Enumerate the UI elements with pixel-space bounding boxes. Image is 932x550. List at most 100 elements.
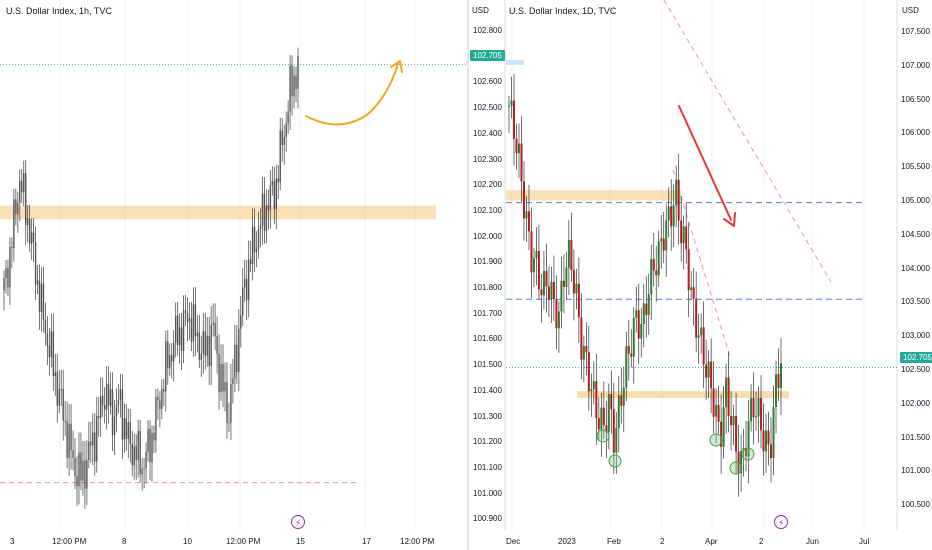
candle-body [56, 372, 58, 406]
candle-body [275, 178, 277, 210]
center-y-tick: 101.800 [473, 283, 502, 292]
candle-body [109, 389, 112, 406]
candle-body [101, 395, 104, 406]
candle-body [224, 382, 226, 392]
right-x-tick: 2 [759, 537, 764, 546]
candle-body [236, 344, 238, 373]
center-y-tick: 102.800 [473, 26, 502, 35]
right-y-tick: 103.500 [901, 297, 930, 307]
left-x-tick: 15 [296, 537, 305, 546]
candle-body [747, 421, 750, 457]
candle-body [165, 341, 167, 392]
candle-body [3, 277, 5, 291]
candle-body [230, 383, 232, 423]
candle-body [267, 205, 270, 211]
pivot-circle-marker [741, 447, 755, 461]
right-y-tick: 100.500 [901, 500, 930, 510]
candle-body [200, 353, 203, 360]
candle-body [700, 327, 703, 336]
candle-body [210, 325, 212, 367]
candle-body [695, 298, 698, 338]
center-y-tick: 101.500 [473, 360, 502, 370]
candle-body [52, 331, 55, 377]
candle-body [88, 441, 90, 460]
candle-body [255, 249, 258, 253]
left-chart-title: U.S. Dollar Index, 1h, TVC [6, 6, 112, 16]
candle-body [780, 363, 782, 388]
right-x-tick: Feb [607, 537, 621, 546]
candle-body [117, 399, 120, 405]
candle-body [133, 446, 135, 466]
candle-body [757, 397, 760, 417]
candle-body [642, 303, 645, 324]
candle-body [38, 280, 41, 312]
candle-body [167, 341, 169, 369]
candle-body [657, 241, 660, 276]
candle-body [735, 415, 738, 452]
candle-body [84, 460, 86, 489]
center-y-tick: 101.900 [473, 257, 502, 267]
left-chart-pane[interactable]: U.S. Dollar Index, 1h, TVC ⚡ 3 12:00 PM … [0, 0, 468, 550]
candle-body [50, 331, 53, 358]
candle-body [212, 322, 214, 326]
right-axis-unit: USD [902, 6, 919, 15]
lightning-bolt-icon[interactable]: ⚡ [291, 515, 305, 529]
lightning-bolt-icon[interactable]: ⚡ [774, 515, 788, 529]
candle-body [550, 281, 553, 299]
candle-body [722, 407, 725, 447]
resistance-zone [506, 190, 681, 201]
candle-body [672, 205, 675, 227]
candle-body [147, 428, 149, 452]
candle-body [178, 327, 181, 346]
candle-body [277, 178, 279, 183]
candle-body [121, 389, 124, 440]
candle-body [285, 123, 287, 138]
candle-body [145, 451, 147, 468]
candle-body [710, 361, 713, 389]
candle-body [206, 335, 208, 356]
candle-body [287, 111, 289, 124]
right-chart-canvas[interactable] [469, 0, 932, 550]
candle-body [17, 202, 19, 214]
candle-body [46, 333, 49, 346]
candle-body [259, 225, 262, 230]
candle-body [542, 270, 545, 296]
candle-body [293, 75, 295, 97]
candle-body [557, 311, 560, 329]
right-x-tick: Dec [506, 537, 521, 546]
candle-body [552, 281, 555, 300]
candle-body [244, 278, 246, 288]
pane-divider[interactable] [467, 0, 469, 550]
candle-body [662, 238, 665, 251]
candle-body [562, 280, 565, 287]
candle-body [192, 304, 195, 342]
candle-body [720, 421, 723, 447]
candle-body [517, 143, 520, 154]
candle-body [750, 398, 753, 422]
candle-body [13, 199, 15, 249]
right-chart-pane[interactable]: U.S. Dollar Index, 1D, TVC USD USD 102.8… [469, 0, 932, 550]
candle-body [635, 310, 638, 318]
candle-body [725, 377, 728, 408]
candle-body [582, 345, 585, 360]
candle-body [265, 205, 268, 231]
candle-body [249, 259, 252, 265]
candle-body [605, 425, 608, 432]
candle-body [163, 389, 165, 392]
candle-body [508, 105, 510, 107]
center-y-tick: 101.200 [473, 437, 502, 447]
candle-body [295, 75, 297, 90]
candle-body [770, 444, 773, 458]
candle-body [585, 345, 588, 353]
left-chart-canvas[interactable] [0, 0, 468, 550]
candle-body [625, 346, 628, 388]
candle-body [717, 404, 720, 422]
right-y-tick: 105.000 [901, 196, 930, 205]
candle-body [80, 452, 82, 481]
right-y-tick: 104.500 [901, 229, 930, 239]
candle-body [587, 352, 590, 392]
candle-body [36, 280, 39, 285]
right-x-tick: Apr [705, 537, 718, 546]
right-x-tick: 2 [660, 537, 665, 546]
candle-body [115, 404, 118, 417]
